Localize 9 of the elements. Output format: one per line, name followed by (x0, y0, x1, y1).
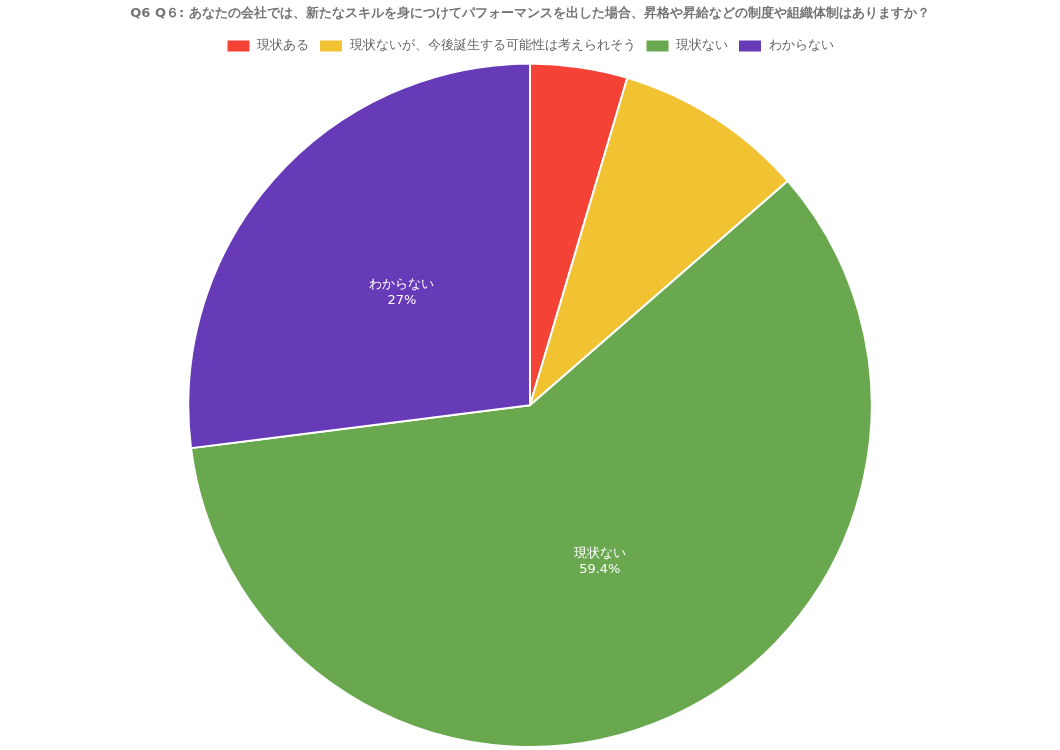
legend-label: わからない (768, 37, 834, 53)
slice-label: わからない (369, 275, 435, 291)
data-label: 59.4% (579, 560, 621, 576)
data-label: 27% (387, 291, 417, 307)
slice-label: 現状ない (573, 544, 626, 560)
legend-label: 現状ない (676, 37, 728, 53)
legend-label: 現状ある (257, 37, 309, 53)
legend-label: 現状ないが、今後誕生する可能性は考えられそう (349, 37, 636, 53)
chart-title: Q6 Q６: あなたの会社では、新たなスキルを身につけてパフォーマンスを出した場合、昇格や昇給などの制度や組織体制はありますか？ (130, 5, 930, 21)
